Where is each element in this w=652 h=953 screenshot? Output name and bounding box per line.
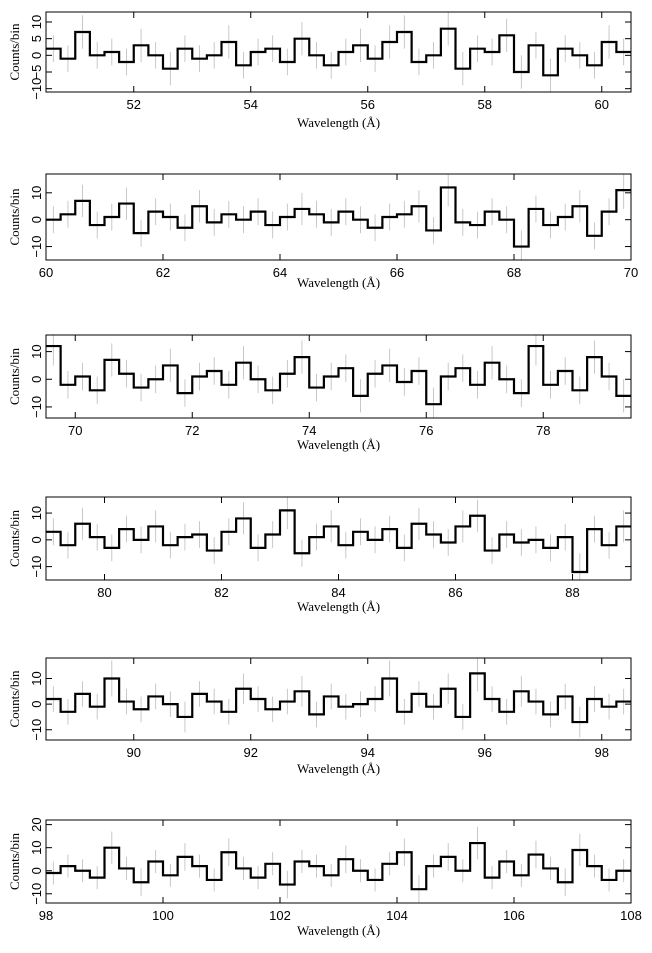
y-tick-label: −10: [29, 883, 44, 905]
x-tick-label: 102: [269, 908, 291, 923]
x-tick-label: 56: [361, 97, 375, 112]
spectrum-line: [46, 186, 631, 248]
x-tick-label: 74: [302, 423, 316, 438]
x-tick-label: 106: [503, 908, 525, 923]
plot-frame: [45, 11, 632, 93]
x-tick-label: 108: [620, 908, 642, 923]
x-tick-label: 98: [595, 745, 609, 760]
y-tick-label: 5: [29, 35, 44, 42]
x-axis-label: Wavelength (Å): [297, 275, 380, 290]
y-tick-label: 10: [29, 506, 44, 520]
x-axis-label: Wavelength (Å): [297, 599, 380, 614]
x-tick-label: 90: [127, 745, 141, 760]
x-tick-label: 60: [39, 265, 53, 280]
y-axis-label: Counts/bin: [7, 509, 22, 567]
x-tick-label: 94: [361, 745, 375, 760]
x-axis-label: Wavelength (Å): [297, 923, 380, 938]
x-axis-label: Wavelength (Å): [297, 115, 380, 130]
y-axis-label: Counts/bin: [7, 832, 22, 890]
y-tick-label: −10: [29, 78, 44, 100]
x-tick-label: 70: [624, 265, 638, 280]
y-tick-label: −10: [29, 236, 44, 258]
x-tick-label: 80: [97, 585, 111, 600]
y-tick-label: 0: [29, 216, 44, 223]
x-axis-label: Wavelength (Å): [297, 437, 380, 452]
plot-frame: [45, 173, 632, 261]
y-axis-label: Counts/bin: [7, 670, 22, 728]
x-tick-label: 92: [244, 745, 258, 760]
x-tick-label: 54: [244, 97, 258, 112]
y-tick-label: 0: [29, 52, 44, 59]
y-tick-label: −5: [29, 65, 44, 80]
x-tick-label: 52: [127, 97, 141, 112]
x-tick-label: 58: [478, 97, 492, 112]
x-tick-label: 100: [152, 908, 174, 923]
spectrum-line: [46, 344, 631, 406]
y-axis-label: Counts/bin: [7, 23, 22, 81]
x-tick-label: 82: [214, 585, 228, 600]
spectrum-line: [46, 509, 631, 574]
spectrum-line: [46, 672, 631, 724]
plot-frame: [45, 819, 632, 904]
y-axis-label: Counts/bin: [7, 188, 22, 246]
y-tick-label: 20: [29, 817, 44, 831]
x-tick-label: 70: [68, 423, 82, 438]
x-tick-label: 104: [386, 908, 408, 923]
x-tick-label: 76: [419, 423, 433, 438]
x-tick-label: 64: [273, 265, 287, 280]
y-tick-label: 0: [29, 376, 44, 383]
x-tick-label: 78: [536, 423, 550, 438]
x-tick-label: 72: [185, 423, 199, 438]
y-axis-label: Counts/bin: [7, 347, 22, 405]
y-tick-label: −10: [29, 556, 44, 578]
plot-frame: [45, 334, 632, 419]
y-tick-label: 0: [29, 867, 44, 874]
y-tick-label: 10: [29, 15, 44, 29]
y-tick-label: 10: [29, 840, 44, 854]
y-tick-label: 10: [29, 186, 44, 200]
x-tick-label: 60: [595, 97, 609, 112]
x-tick-label: 84: [331, 585, 345, 600]
y-tick-label: 10: [29, 671, 44, 685]
x-tick-label: 66: [390, 265, 404, 280]
y-tick-label: −10: [29, 396, 44, 418]
x-tick-label: 68: [507, 265, 521, 280]
spectrum-line: [46, 27, 631, 77]
x-tick-label: 86: [448, 585, 462, 600]
spectrum-line: [46, 841, 631, 891]
x-axis-label: Wavelength (Å): [297, 761, 380, 776]
x-tick-label: 88: [565, 585, 579, 600]
y-tick-label: 0: [29, 536, 44, 543]
x-tick-label: 98: [39, 908, 53, 923]
plot-frame: [45, 657, 632, 741]
y-tick-label: 0: [29, 701, 44, 708]
x-tick-label: 62: [156, 265, 170, 280]
y-tick-label: 10: [29, 344, 44, 358]
x-tick-label: 96: [478, 745, 492, 760]
y-tick-label: −10: [29, 719, 44, 741]
